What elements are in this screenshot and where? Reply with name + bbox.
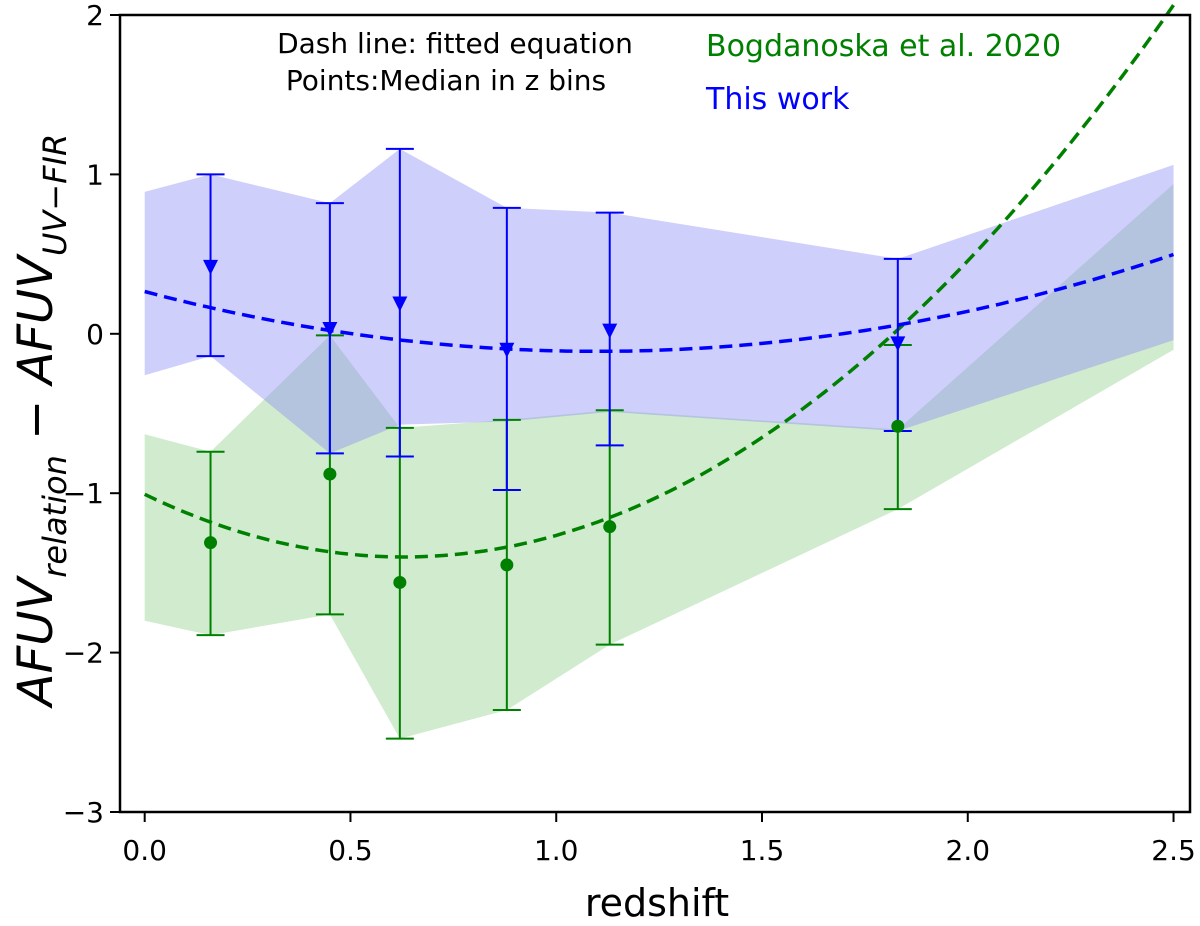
x-tick-label: 2.5 [1151,834,1196,867]
marker-this-work [203,259,219,275]
y-tick-label: 2 [86,0,104,32]
y-tick-label: −3 [63,796,104,829]
y-tick-label: 0 [86,318,104,351]
median-markers [203,259,906,589]
confidence-bands [144,148,1174,739]
legend-this-work: This work [705,82,850,117]
band-bogdanoska [144,183,1174,739]
y-axis-title-part1: AFUV [8,575,64,710]
legend-bogdanoska: Bogdanoska et al. 2020 [706,29,1061,64]
y-axis-title: AFUVrelation − AFUVUV−FIR [8,134,74,709]
marker-this-work [322,322,338,338]
y-tick-label: 1 [86,158,104,191]
marker-bogdanoska [204,536,218,550]
band-this-work [144,148,1174,454]
plot-frame [118,13,1192,814]
marker-this-work [392,296,408,312]
marker-bogdanoska [323,467,337,481]
x-tick-label: 1.5 [740,834,785,867]
fit-line-bogdanoska [143,4,1175,559]
fit-line-this-work [144,252,1175,354]
annotation-fit-note: Dash line: fitted equation [277,27,633,60]
marker-this-work [602,323,618,339]
x-tick-label: 0.0 [122,834,167,867]
annotation-points-note: Points:Median in z bins [286,64,606,97]
y-tick-label: −1 [63,477,104,510]
y-tick-label: −2 [63,637,104,670]
axis-ticks: 0.0 0.5 1.0 1.5 2.0 2.5 −3 −2 −1 0 1 2 [63,0,1196,867]
y-axis-title-sub2: UV−FIR [36,134,74,256]
marker-bogdanoska [603,520,617,534]
y-axis-title-minus: − [8,384,64,455]
marker-bogdanoska [393,575,407,589]
x-tick-label: 0.5 [328,834,373,867]
marker-bogdanoska [891,419,905,433]
x-tick-label: 1.0 [534,834,579,867]
marker-bogdanoska [500,558,514,572]
marker-this-work [890,336,906,352]
marker-this-work [499,342,515,358]
y-axis-title-sub1: relation [36,455,74,578]
x-axis-title: redshift [585,881,729,925]
y-axis-title-part2: AFUV [8,253,64,388]
fit-lines [143,4,1175,559]
x-tick-label: 2.0 [946,834,991,867]
